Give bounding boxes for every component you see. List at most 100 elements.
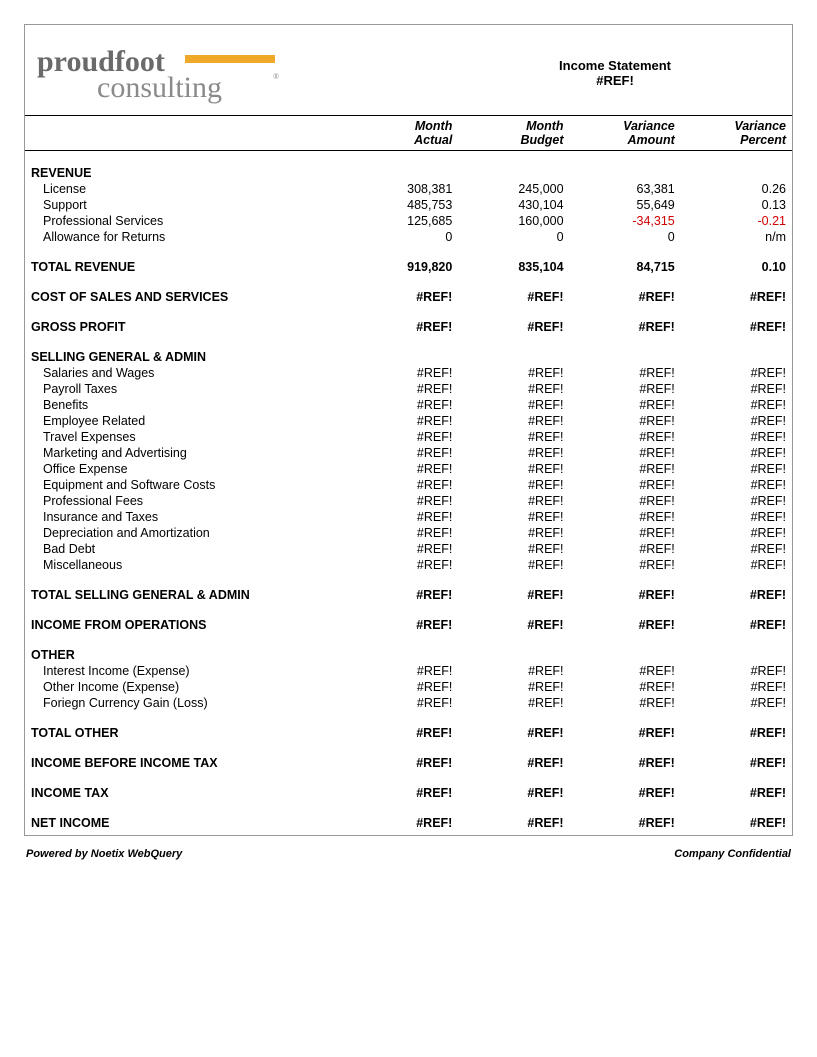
income-statement-table: MonthActual MonthBudget VarianceAmount V… [25, 115, 792, 835]
row-value: #REF! [458, 397, 569, 413]
row-value: #REF! [681, 785, 792, 801]
table-row: Employee Related#REF!#REF!#REF!#REF! [25, 413, 792, 429]
row-value: 308,381 [347, 181, 458, 197]
row-value: #REF! [570, 587, 681, 603]
section-label: OTHER [25, 647, 792, 663]
row-value: 0 [458, 229, 569, 245]
table-row: Allowance for Returns000n/m [25, 229, 792, 245]
table-row: Equipment and Software Costs#REF!#REF!#R… [25, 477, 792, 493]
row-value: #REF! [681, 461, 792, 477]
row-value: #REF! [347, 413, 458, 429]
table-row: OTHER [25, 647, 792, 663]
table-row [25, 771, 792, 785]
row-value: 919,820 [347, 259, 458, 275]
row-value: #REF! [458, 365, 569, 381]
table-row: Depreciation and Amortization#REF!#REF!#… [25, 525, 792, 541]
row-value: #REF! [347, 815, 458, 831]
row-label: Travel Expenses [25, 429, 347, 445]
row-value: #REF! [681, 477, 792, 493]
row-value: #REF! [347, 679, 458, 695]
col-header-2: MonthBudget [458, 116, 569, 151]
row-value: 245,000 [458, 181, 569, 197]
row-value: #REF! [681, 429, 792, 445]
table-row: COST OF SALES AND SERVICES#REF!#REF!#REF… [25, 289, 792, 305]
row-label: Other Income (Expense) [25, 679, 347, 695]
row-value: 125,685 [347, 213, 458, 229]
row-label: Professional Fees [25, 493, 347, 509]
row-label: INCOME TAX [25, 785, 347, 801]
row-label: Payroll Taxes [25, 381, 347, 397]
table-header: MonthActual MonthBudget VarianceAmount V… [25, 116, 792, 151]
row-value: #REF! [570, 429, 681, 445]
report-sheet: proudfoot consulting ® Income Statement … [24, 24, 793, 836]
row-value: #REF! [458, 413, 569, 429]
row-value: #REF! [681, 755, 792, 771]
table-row: Marketing and Advertising#REF!#REF!#REF!… [25, 445, 792, 461]
table-row [25, 151, 792, 165]
row-label: Bad Debt [25, 541, 347, 557]
row-value: #REF! [681, 557, 792, 573]
table-row: INCOME BEFORE INCOME TAX#REF!#REF!#REF!#… [25, 755, 792, 771]
table-row: Other Income (Expense)#REF!#REF!#REF!#RE… [25, 679, 792, 695]
row-value: #REF! [347, 429, 458, 445]
col-header-4: VariancePercent [681, 116, 792, 151]
row-value: #REF! [347, 509, 458, 525]
report-header: proudfoot consulting ® Income Statement … [25, 25, 792, 115]
table-row [25, 573, 792, 587]
row-value: #REF! [681, 663, 792, 679]
table-body: REVENUELicense308,381245,00063,3810.26Su… [25, 151, 792, 835]
row-value: #REF! [347, 587, 458, 603]
row-value: #REF! [681, 413, 792, 429]
row-value: #REF! [570, 493, 681, 509]
table-row: REVENUE [25, 165, 792, 181]
row-value: #REF! [347, 493, 458, 509]
row-value: #REF! [347, 397, 458, 413]
row-value: #REF! [681, 509, 792, 525]
row-value: #REF! [458, 477, 569, 493]
row-value: #REF! [458, 755, 569, 771]
row-value: #REF! [458, 617, 569, 633]
row-value: #REF! [681, 541, 792, 557]
row-label: License [25, 181, 347, 197]
row-value: #REF! [570, 785, 681, 801]
row-value: #REF! [681, 289, 792, 305]
row-value: n/m [681, 229, 792, 245]
row-value: #REF! [458, 319, 569, 335]
table-row: Miscellaneous#REF!#REF!#REF!#REF! [25, 557, 792, 573]
section-label: SELLING GENERAL & ADMIN [25, 349, 792, 365]
row-value: #REF! [458, 679, 569, 695]
row-label: Marketing and Advertising [25, 445, 347, 461]
row-value: #REF! [570, 477, 681, 493]
row-value: #REF! [570, 319, 681, 335]
table-row [25, 741, 792, 755]
row-value: #REF! [458, 381, 569, 397]
footer-right: Company Confidential [674, 848, 791, 860]
row-value: #REF! [347, 525, 458, 541]
row-value: #REF! [347, 289, 458, 305]
row-value: #REF! [570, 617, 681, 633]
row-value: #REF! [570, 413, 681, 429]
svg-text:®: ® [273, 72, 279, 81]
row-value: #REF! [570, 815, 681, 831]
row-value: #REF! [570, 525, 681, 541]
row-label: Interest Income (Expense) [25, 663, 347, 679]
row-value: #REF! [681, 319, 792, 335]
row-label: Salaries and Wages [25, 365, 347, 381]
table-row: Support485,753430,10455,6490.13 [25, 197, 792, 213]
row-label: Equipment and Software Costs [25, 477, 347, 493]
col-header-1: MonthActual [347, 116, 458, 151]
row-value: 485,753 [347, 197, 458, 213]
table-row [25, 711, 792, 725]
row-value: #REF! [347, 557, 458, 573]
row-label: TOTAL OTHER [25, 725, 347, 741]
row-value: #REF! [347, 617, 458, 633]
row-value: #REF! [458, 289, 569, 305]
table-row: TOTAL REVENUE919,820835,10484,7150.10 [25, 259, 792, 275]
row-value: #REF! [458, 587, 569, 603]
table-row: Professional Fees#REF!#REF!#REF!#REF! [25, 493, 792, 509]
row-value: #REF! [570, 695, 681, 711]
table-row: Benefits#REF!#REF!#REF!#REF! [25, 397, 792, 413]
row-value: 0.13 [681, 197, 792, 213]
row-value: #REF! [347, 365, 458, 381]
row-value: #REF! [458, 541, 569, 557]
